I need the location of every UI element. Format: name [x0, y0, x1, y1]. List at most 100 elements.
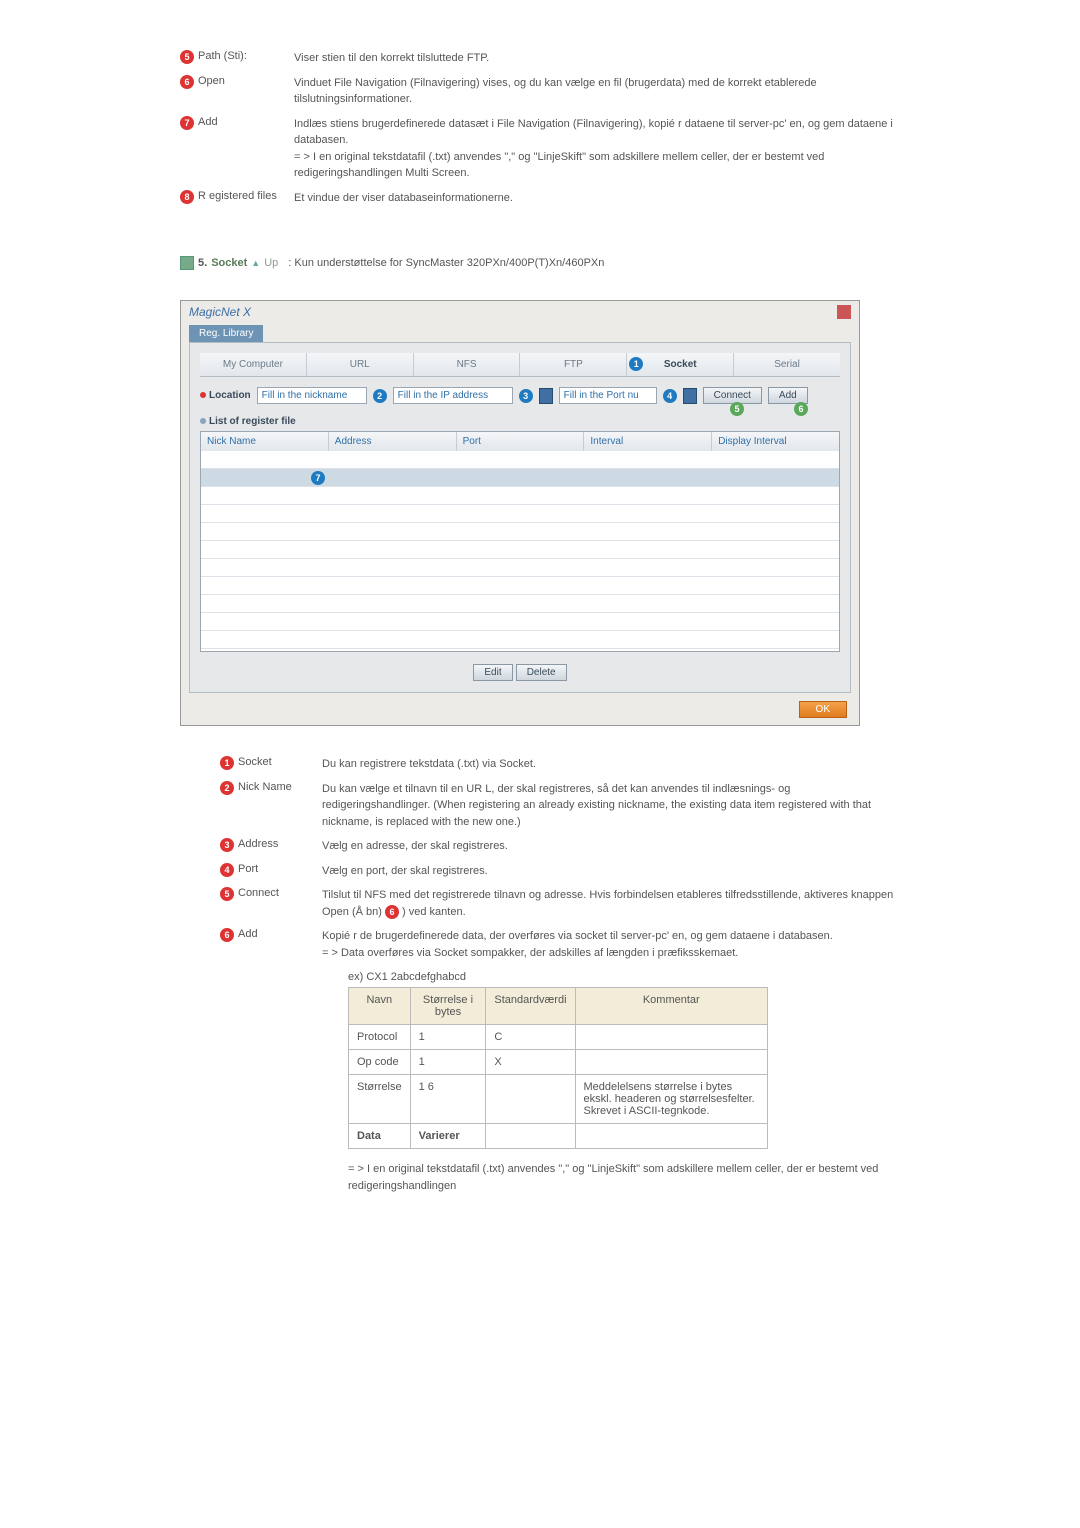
marker-3: 3 [519, 389, 533, 403]
up-triangle-icon: ▲ [251, 258, 260, 268]
def-row: 4 PortVælg en port, der skal registreres. [220, 863, 900, 880]
def-row: 1SocketDu kan registrere tekstdata (.txt… [220, 756, 900, 773]
table-cell [486, 1075, 575, 1124]
table-cell: X [486, 1050, 575, 1075]
table-cell [575, 1025, 767, 1050]
ip-dropdown[interactable] [539, 388, 553, 404]
marker-1: 1 [629, 357, 643, 371]
tab-my-computer[interactable]: My Computer [200, 353, 307, 376]
def-row: 3AddressVælg en adresse, der skal regist… [220, 838, 900, 855]
grid-header: Nick Name [201, 432, 329, 451]
def-row: 2Nick NameDu kan vælge et tilnavn til en… [220, 781, 900, 831]
table-cell: Data [349, 1124, 411, 1149]
lower-def-list: 1SocketDu kan registrere tekstdata (.txt… [220, 756, 900, 961]
app-title: MagicNet X [189, 305, 251, 319]
table-cell [575, 1050, 767, 1075]
table-cell: 1 [410, 1025, 486, 1050]
tab-nfs[interactable]: NFS [414, 353, 521, 376]
def-desc: Vælg en port, der skal registreres. [322, 863, 900, 880]
table-header: Størrelse i bytes [410, 988, 486, 1025]
ip-input[interactable]: Fill in the IP address [393, 387, 513, 404]
table-cell: Protocol [349, 1025, 411, 1050]
def-label: Open [198, 75, 294, 108]
num-badge: 4 [220, 863, 234, 877]
delete-button[interactable]: Delete [516, 664, 567, 681]
section-heading: 5. Socket ▲ Up : Kun understøttelse for … [180, 256, 900, 270]
def-desc: Indlæs stiens brugerdefinerede datasæt i… [294, 116, 900, 182]
list-label: List of register file [200, 416, 840, 427]
close-icon[interactable] [837, 305, 851, 319]
port-dropdown[interactable] [683, 388, 697, 404]
table-row: DataVarierer [349, 1124, 768, 1149]
grid-header: Port [457, 432, 585, 451]
num-badge: 7 [180, 116, 194, 130]
table-cell: 1 [410, 1050, 486, 1075]
table-cell [575, 1124, 767, 1149]
window-tab[interactable]: Reg. Library [189, 325, 263, 342]
connect-button[interactable]: Connect [703, 387, 762, 404]
num-badge: 6 [220, 928, 234, 942]
def-row: 5 Path (Sti):Viser stien til den korrekt … [180, 50, 900, 67]
def-label: Add [238, 928, 322, 961]
tab-socket[interactable]: Socket1 [627, 353, 734, 376]
num-badge: 1 [220, 756, 234, 770]
def-label: Connect [238, 887, 322, 920]
def-desc: Viser stien til den korrekt tilsluttede … [294, 50, 900, 67]
def-label: Nick Name [238, 781, 322, 831]
marker-7: 7 [311, 471, 325, 485]
up-label[interactable]: Up [264, 257, 278, 269]
num-badge: 2 [220, 781, 234, 795]
marker-6: 6 [794, 402, 808, 416]
table-header: Navn [349, 988, 411, 1025]
def-desc: Tilslut til NFS med det registrerede til… [322, 887, 900, 920]
table-header: Standardværdi [486, 988, 575, 1025]
grid-body: 7 [201, 451, 839, 651]
num-badge: 6 [180, 75, 194, 89]
def-row: 5 ConnectTilslut til NFS med det registre… [220, 887, 900, 920]
table-row: Op code1X [349, 1050, 768, 1075]
table-caption: ex) CX1 2abcdefghabcd [348, 971, 900, 983]
num-badge: 5 [220, 887, 234, 901]
table-cell: Meddelelsens størrelse i bytes ekskl. he… [575, 1075, 767, 1124]
table-header: Kommentar [575, 988, 767, 1025]
def-desc: Vælg en adresse, der skal registreres. [322, 838, 900, 855]
heading-title: Socket [211, 257, 247, 269]
nickname-input[interactable]: Fill in the nickname [257, 387, 367, 404]
tab-bar: My ComputerURLNFSFTPSocket1Serial [200, 353, 840, 377]
edit-button[interactable]: Edit [473, 664, 512, 681]
table-cell: C [486, 1025, 575, 1050]
location-label: Location [200, 390, 251, 401]
def-desc: Du kan registrere tekstdata (.txt) via S… [322, 756, 900, 773]
tab-serial[interactable]: Serial [734, 353, 840, 376]
inline-badge-6: 6 [385, 905, 399, 919]
grid-header: Display Interval [712, 432, 839, 451]
def-row: 6 OpenVinduet File Navigation (Filnaviger… [180, 75, 900, 108]
table-row: Protocol1C [349, 1025, 768, 1050]
def-row: 6AddKopié r de brugerdefinerede data, de… [220, 928, 900, 961]
table-cell [486, 1124, 575, 1149]
table-cell: 1 6 [410, 1075, 486, 1124]
def-label: Path (Sti): [198, 50, 294, 67]
grid-header: Address [329, 432, 457, 451]
num-badge: 5 [180, 50, 194, 64]
table-cell: Varierer [410, 1124, 486, 1149]
table-row: Størrelse1 6Meddelelsens størrelse i byt… [349, 1075, 768, 1124]
register-grid: Nick NameAddressPortIntervalDisplay Inte… [200, 431, 840, 652]
def-desc: Et vindue der viser databaseinformatione… [294, 190, 900, 207]
heading-icon [180, 256, 194, 270]
def-row: 7 AddIndlæs stiens brugerdefinerede datas… [180, 116, 900, 182]
top-def-list: 5 Path (Sti):Viser stien til den korrekt … [180, 50, 900, 206]
marker-5: 5 [730, 402, 744, 416]
def-desc: Vinduet File Navigation (Filnavigering) … [294, 75, 900, 108]
num-badge: 3 [220, 838, 234, 852]
ok-button[interactable]: OK [799, 701, 847, 718]
def-label: Port [238, 863, 322, 880]
def-label: Add [198, 116, 294, 182]
data-table: NavnStørrelse i bytesStandardværdiKommen… [348, 987, 768, 1149]
port-input[interactable]: Fill in the Port nu [559, 387, 657, 404]
heading-prefix: 5. [198, 257, 207, 269]
tab-ftp[interactable]: FTP [520, 353, 627, 376]
tab-url[interactable]: URL [307, 353, 414, 376]
marker-4: 4 [663, 389, 677, 403]
app-screenshot: MagicNet X Reg. Library My ComputerURLNF… [180, 300, 860, 726]
